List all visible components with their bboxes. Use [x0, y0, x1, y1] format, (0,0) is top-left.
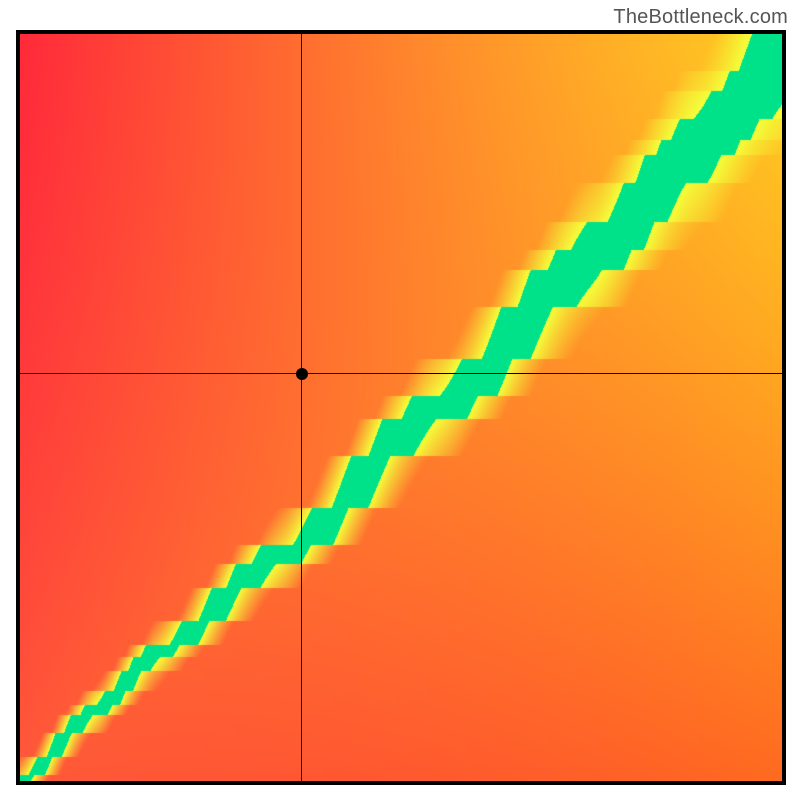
chart-container: TheBottleneck.com	[0, 0, 800, 800]
data-point-marker	[296, 368, 308, 380]
plot-area	[16, 30, 786, 785]
crosshair-vertical	[301, 34, 302, 781]
watermark-text: TheBottleneck.com	[613, 6, 788, 29]
heatmap-canvas	[20, 34, 782, 781]
crosshair-horizontal	[20, 373, 782, 374]
